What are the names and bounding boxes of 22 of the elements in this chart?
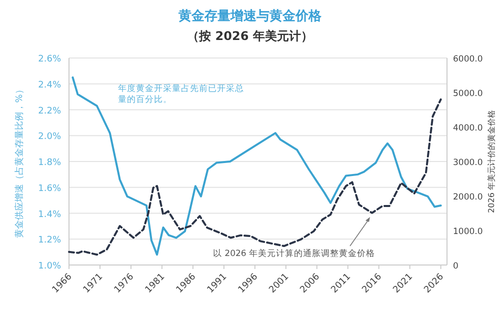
y-tick-label: 2.2%: [38, 106, 62, 116]
y2-tick-label: 3000.0: [453, 158, 483, 168]
y2-tick-label: 1000.0: [453, 227, 483, 237]
y2-tick-label: 0: [453, 262, 458, 272]
y2-tick-label: 4000.0: [453, 124, 483, 134]
y-tick-label: 1.4%: [38, 210, 62, 220]
y-tick-label: 2.6%: [38, 54, 62, 64]
y-tick-label: 1.8%: [38, 158, 62, 168]
y-tick-label: 1.0%: [38, 262, 62, 272]
y2-tick-label: 2000.0: [453, 192, 483, 202]
chart-subtitle: （按 2026 年美元计）: [187, 29, 313, 43]
y-tick-label: 2.0%: [38, 132, 62, 142]
annotation: 以 2026 年美元计算的通胀调整黄金价格: [212, 248, 375, 259]
chart-title: 黄金存量增速与黄金价格: [178, 9, 322, 24]
y-tick-label: 1.6%: [38, 184, 62, 194]
y2-tick-label: 5000.0: [453, 89, 483, 99]
annotation: 年度黄金开采量占先前已开采总量的百分比。: [118, 84, 245, 107]
y-tick-label: 2.4%: [38, 80, 62, 90]
y2-tick-label: 6000.0: [453, 54, 483, 64]
y-axis-title: 黄金供应增速（占黄金存量比例，%）: [14, 85, 25, 238]
y-tick-label: 1.2%: [38, 236, 62, 246]
y2-axis-title: 2026 年美元计价的黄金价格: [487, 110, 496, 213]
